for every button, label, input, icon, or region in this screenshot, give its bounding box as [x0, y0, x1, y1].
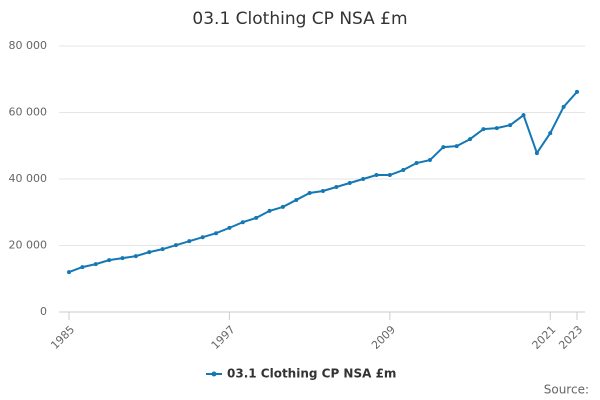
- y-tick-label: 80 000: [9, 39, 48, 52]
- data-point: [387, 173, 392, 178]
- data-point: [240, 220, 245, 225]
- data-point: [441, 145, 446, 150]
- data-point: [334, 184, 339, 189]
- data-point: [214, 231, 219, 236]
- data-point: [227, 225, 232, 230]
- y-tick-label: 20 000: [9, 239, 48, 252]
- legend-label: 03.1 Clothing CP NSA £m: [227, 367, 396, 381]
- data-point: [321, 188, 325, 193]
- y-tick-label: 0: [40, 305, 47, 318]
- data-point: [427, 158, 432, 163]
- data-point: [254, 215, 259, 220]
- data-point: [454, 144, 459, 149]
- data-point: [200, 235, 205, 240]
- data-point: [67, 270, 71, 275]
- source: Source:: [544, 383, 589, 397]
- data-point: [361, 177, 366, 181]
- data-point: [80, 265, 85, 270]
- data-point: [561, 104, 566, 109]
- x-tick-label: 2009: [369, 323, 398, 352]
- data-point: [133, 254, 138, 259]
- legend-marker: [211, 371, 217, 377]
- data-point: [307, 190, 312, 195]
- x-tick-label: 1985: [48, 323, 77, 352]
- x-tick-label: 2021: [530, 323, 559, 352]
- data-point: [521, 113, 526, 118]
- data-point: [508, 123, 513, 128]
- data-point: [120, 256, 125, 261]
- data-point: [414, 161, 419, 166]
- data-point: [173, 243, 178, 248]
- data-point: [160, 247, 165, 252]
- chart-title: 03.1 Clothing CP NSA £m: [192, 9, 407, 29]
- data-point: [575, 89, 579, 94]
- data-point: [468, 137, 473, 142]
- data-point: [280, 204, 285, 209]
- data-point: [481, 127, 486, 132]
- data-point: [147, 250, 152, 255]
- data-point: [401, 168, 406, 173]
- data-point: [347, 180, 352, 185]
- data-point: [294, 197, 299, 202]
- y-tick-label: 60 000: [9, 106, 48, 119]
- data-point: [534, 151, 539, 156]
- y-tick-label: 40 000: [9, 172, 48, 185]
- data-point: [374, 173, 379, 178]
- data-point: [93, 262, 98, 267]
- data-point: [187, 239, 192, 244]
- x-tick-label: 2023: [556, 323, 585, 352]
- x-tick-label: 1997: [209, 323, 238, 352]
- data-point: [548, 131, 553, 136]
- data-point: [494, 126, 499, 131]
- data-point: [267, 208, 272, 213]
- data-point: [107, 258, 112, 263]
